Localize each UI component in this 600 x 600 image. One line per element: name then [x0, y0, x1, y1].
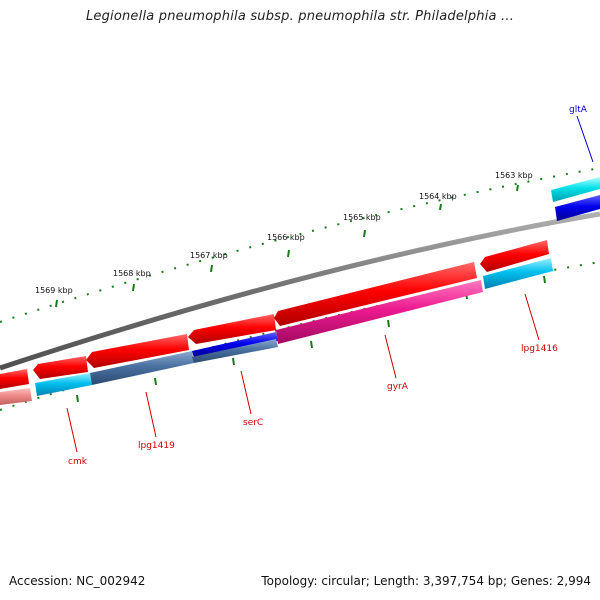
tick-label-1565: 1565 kbp	[343, 213, 381, 222]
outer-tick-ring	[0, 167, 600, 323]
accession-text: Accession: NC_002942	[9, 574, 146, 588]
leader-lines	[66, 115, 594, 453]
reverse-feature-track[interactable]	[0, 258, 553, 405]
tick-label-1567: 1567 kbp	[190, 251, 228, 260]
backbone	[0, 211, 600, 371]
tick-label-1564: 1564 kbp	[419, 192, 457, 201]
topology-text: Topology: circular; Length: 3,397,754 bp…	[261, 574, 591, 588]
tick-label-1566: 1566 kbp	[267, 233, 305, 242]
gene-gltA-feature[interactable]	[551, 177, 600, 221]
tick-label-1563: 1563 kbp	[495, 171, 533, 180]
major-ticks-inner	[76, 275, 546, 403]
forward-cds-track[interactable]	[0, 240, 549, 389]
map-title: Legionella pneumophila subsp. pneumophil…	[85, 9, 515, 24]
tick-label-1568: 1568 kbp	[113, 269, 151, 278]
gene-label-cmk[interactable]: cmk	[68, 457, 88, 467]
major-ticks-outer	[55, 184, 519, 308]
tick-label-1569: 1569 kbp	[35, 286, 73, 295]
gene-label-gyrA[interactable]: gyrA	[387, 382, 409, 392]
gene-label-gltA[interactable]: gltA	[569, 105, 588, 115]
gene-label-lpg1416[interactable]: lpg1416	[521, 344, 558, 354]
gene-label-serC[interactable]: serC	[243, 418, 263, 428]
gene-label-lpg1419[interactable]: lpg1419	[138, 441, 175, 451]
